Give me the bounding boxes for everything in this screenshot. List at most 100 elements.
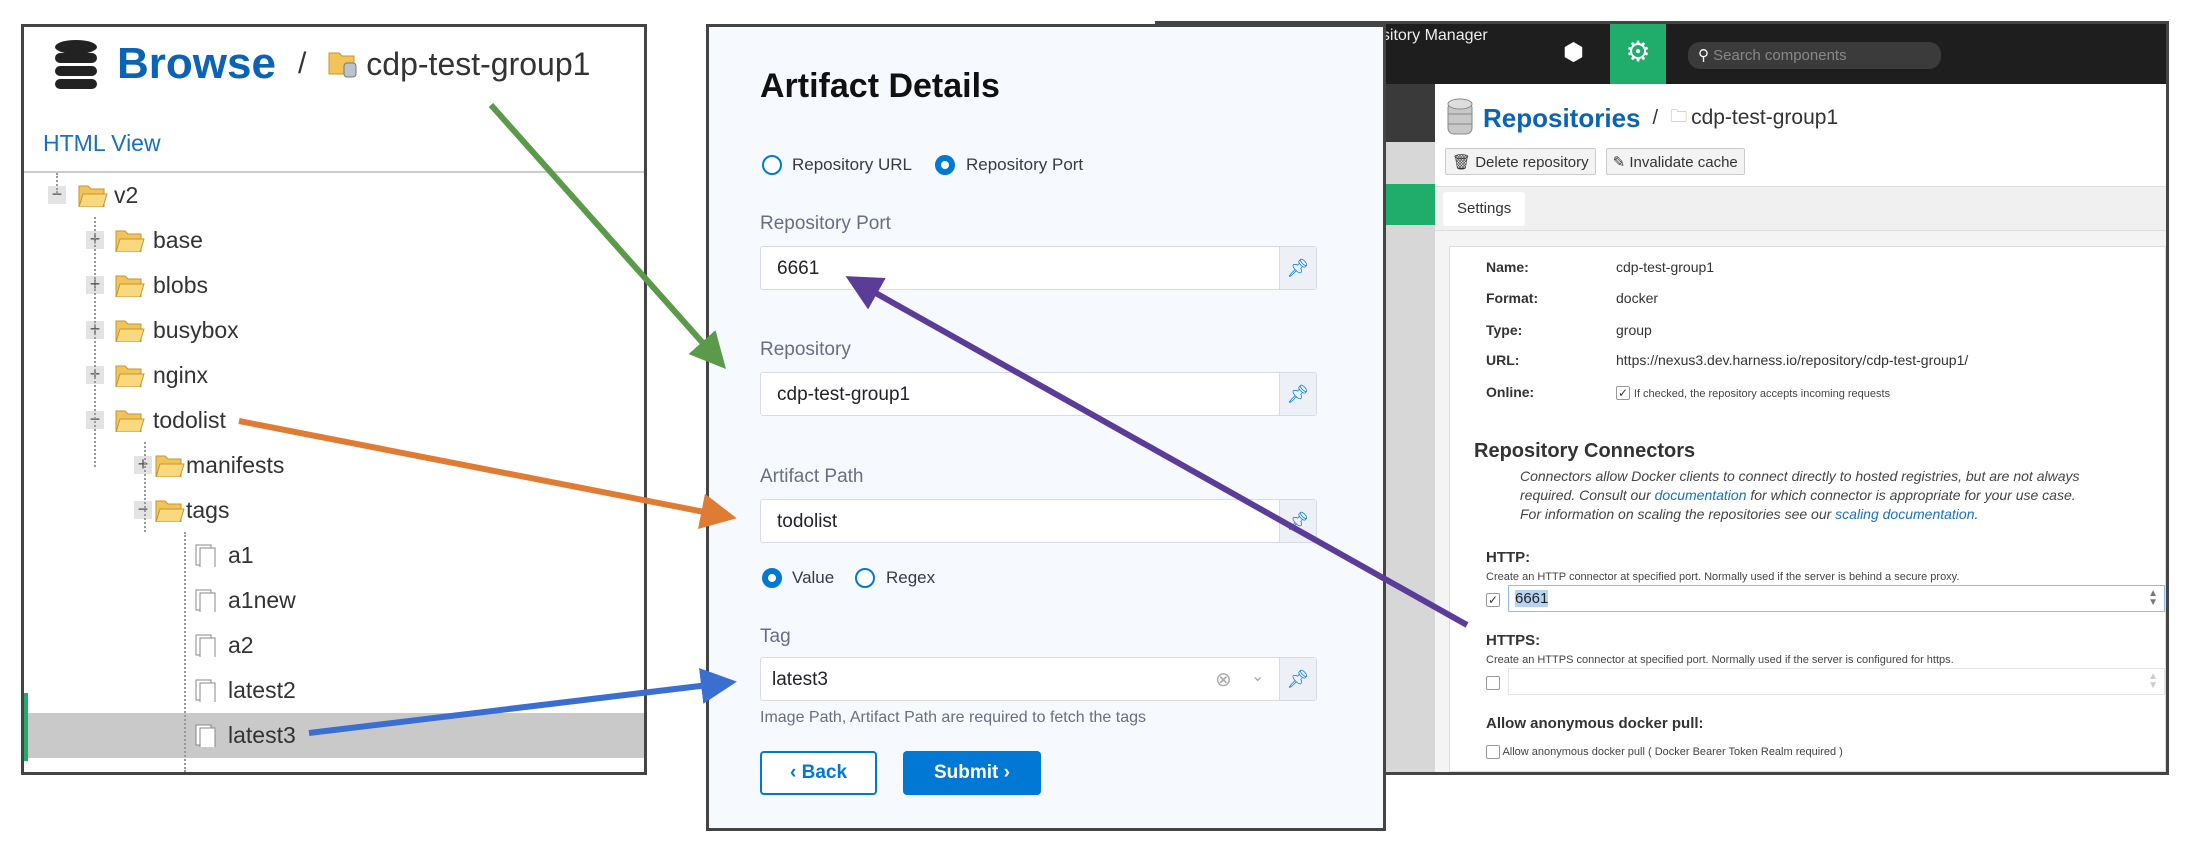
pin-icon[interactable]: 📌︎ (1279, 658, 1316, 700)
pin-icon[interactable]: 📌︎ (1279, 500, 1316, 542)
artifact-path-input[interactable]: todolist 📌︎ (760, 499, 1317, 543)
html-view-link[interactable]: HTML View (43, 130, 161, 156)
radio-regex[interactable] (855, 568, 875, 588)
tree-item-busybox[interactable]: + busybox (24, 308, 644, 353)
https-checkbox[interactable] (1486, 676, 1500, 690)
tree-guide-line (184, 532, 186, 772)
folder-open-icon (115, 275, 145, 297)
selection-indicator (24, 693, 28, 761)
folder-open-icon (78, 185, 108, 207)
tree-guide-line (56, 173, 58, 193)
anon-row: Allow anonymous docker pull ( Docker Bea… (1486, 745, 1843, 759)
tree-item-todolist[interactable]: − todolist (24, 398, 644, 443)
folder-open-icon (115, 410, 145, 432)
tree-item-v2[interactable]: − v2 (24, 173, 644, 218)
field-name: Name: cdp-test-group1 (1486, 259, 1715, 275)
file-icon (195, 679, 216, 702)
tree-item-nginx[interactable]: + nginx (24, 353, 644, 398)
tree-item-a1new[interactable]: a1new (24, 578, 644, 623)
page-title[interactable]: Repositories (1483, 102, 1641, 133)
field-type: Type: group (1486, 322, 1652, 338)
http-checkbox[interactable]: ✓ (1486, 593, 1500, 607)
radio-label: Regex (886, 568, 936, 587)
tree-item-label: tags (186, 497, 230, 523)
http-label: HTTP: (1486, 549, 1531, 566)
documentation-link[interactable]: documentation (1654, 487, 1747, 503)
artifact-path-label: Artifact Path (760, 466, 864, 487)
artifact-details-dialog: Artifact Details Repository URL Reposito… (706, 24, 1386, 831)
radio-value[interactable] (762, 568, 782, 588)
settings-area: Name: cdp-test-group1 Format: docker Type:… (1435, 231, 2166, 772)
delete-repository-button[interactable]: 🗑 Delete repository (1445, 148, 1596, 175)
tree-item-blobs[interactable]: + blobs (24, 263, 644, 308)
tree-item-label: latest3 (228, 722, 296, 748)
tree-item-manifests[interactable]: + manifests (24, 443, 644, 488)
tree-item-a1[interactable]: a1 (24, 533, 644, 578)
repo-folder-icon (328, 52, 357, 78)
trash-icon: 🗑 (1452, 154, 1472, 171)
nexus-header: Repositories / 🗀 cdp-test-group1 (1447, 98, 1838, 138)
nexus-content: Repositories / 🗀 cdp-test-group1 🗑 Delet… (1435, 84, 2166, 772)
tag-select[interactable]: latest3 ⊗ ⌄ 📌︎ (760, 657, 1317, 701)
pin-icon[interactable]: 📌︎ (1279, 373, 1316, 415)
tree-item-latest3[interactable]: latest3 (24, 713, 644, 758)
chevron-down-icon[interactable]: ⌄ (1251, 668, 1265, 685)
tree-item-base[interactable]: + base (24, 218, 644, 263)
database-icon (1447, 98, 1473, 135)
folder-open-icon (115, 320, 145, 342)
cube-icon[interactable]: ⬢ (1563, 39, 1584, 66)
anon-label: Allow anonymous docker pull: (1486, 715, 1704, 732)
submit-button[interactable]: Submit › (903, 751, 1041, 795)
field-online: Online: ✓ If checked, the repository acce… (1486, 384, 1891, 401)
field-url: URL: https://nexus3.dev.harness.io/reposi… (1486, 352, 1969, 368)
tab-settings[interactable]: Settings (1443, 192, 1526, 226)
radio-repository-port[interactable] (935, 155, 955, 175)
https-label: HTTPS: (1486, 632, 1541, 649)
connectors-description: Connectors allow Docker clients to conne… (1520, 468, 2080, 522)
tree-item-a2[interactable]: a2 (24, 623, 644, 668)
tag-label: Tag (760, 626, 791, 647)
chevron-right-icon: › (1003, 762, 1010, 783)
helper-text: Image Path, Artifact Path are required t… (760, 709, 1146, 726)
scaling-documentation-link[interactable]: scaling documentation (1835, 506, 1975, 522)
invalidate-label: Invalidate cache (1629, 154, 1738, 171)
https-desc: Create an HTTPS connector at specified p… (1486, 654, 1954, 666)
browse-header: Browse / cdp-test-group1 (53, 39, 590, 89)
breadcrumb-separator: / (1652, 106, 1659, 129)
tree-item-tags[interactable]: − tags (24, 488, 644, 533)
tab-strip: Settings (1435, 186, 2166, 231)
tree-item-label: busybox (153, 317, 239, 343)
page-title[interactable]: Browse (117, 39, 276, 88)
tree-item-latest2[interactable]: latest2 (24, 668, 644, 713)
pin-icon[interactable]: 📌︎ (1279, 247, 1316, 289)
tree-item-label: a1new (228, 587, 296, 613)
radio-label: Value (792, 568, 835, 587)
clear-icon[interactable]: ⊗ (1215, 669, 1232, 691)
tree-item-label: nginx (153, 362, 208, 388)
http-port-input[interactable]: 6661 ▲ ▼ (1508, 585, 2165, 612)
search-placeholder: Search components (1713, 47, 1847, 64)
back-button[interactable]: ‹ Back (760, 751, 877, 795)
file-icon (195, 634, 216, 657)
tree-item-label: v2 (114, 182, 139, 208)
anon-checkbox[interactable] (1486, 745, 1500, 759)
settings-form: Name: cdp-test-group1 Format: docker Type:… (1449, 246, 2166, 772)
tree-guide-line (94, 217, 96, 467)
invalidate-cache-button[interactable]: ✎ Invalidate cache (1605, 148, 1745, 175)
tree-item-label: latest2 (228, 677, 296, 703)
folder-open-icon (115, 365, 145, 387)
eraser-icon: ✎ (1612, 154, 1626, 171)
collapse-icon[interactable]: − (48, 185, 66, 204)
radio-repository-url[interactable] (762, 155, 782, 175)
repository-input[interactable]: cdp-test-group1 📌︎ (760, 372, 1317, 416)
tree-item-label: a2 (228, 632, 254, 658)
search-input[interactable]: ⚲ Search components (1688, 42, 1941, 69)
gear-icon[interactable]: ⚙ (1610, 24, 1666, 84)
collapse-icon[interactable]: − (134, 500, 152, 519)
https-port-input[interactable]: ▲ ▼ (1508, 668, 2165, 695)
tree-item-label: todolist (153, 407, 226, 433)
expand-icon[interactable]: + (134, 455, 152, 474)
online-checkbox[interactable]: ✓ (1616, 386, 1630, 401)
file-icon (195, 544, 216, 567)
repository-port-input[interactable]: 6661 📌︎ (760, 246, 1317, 290)
